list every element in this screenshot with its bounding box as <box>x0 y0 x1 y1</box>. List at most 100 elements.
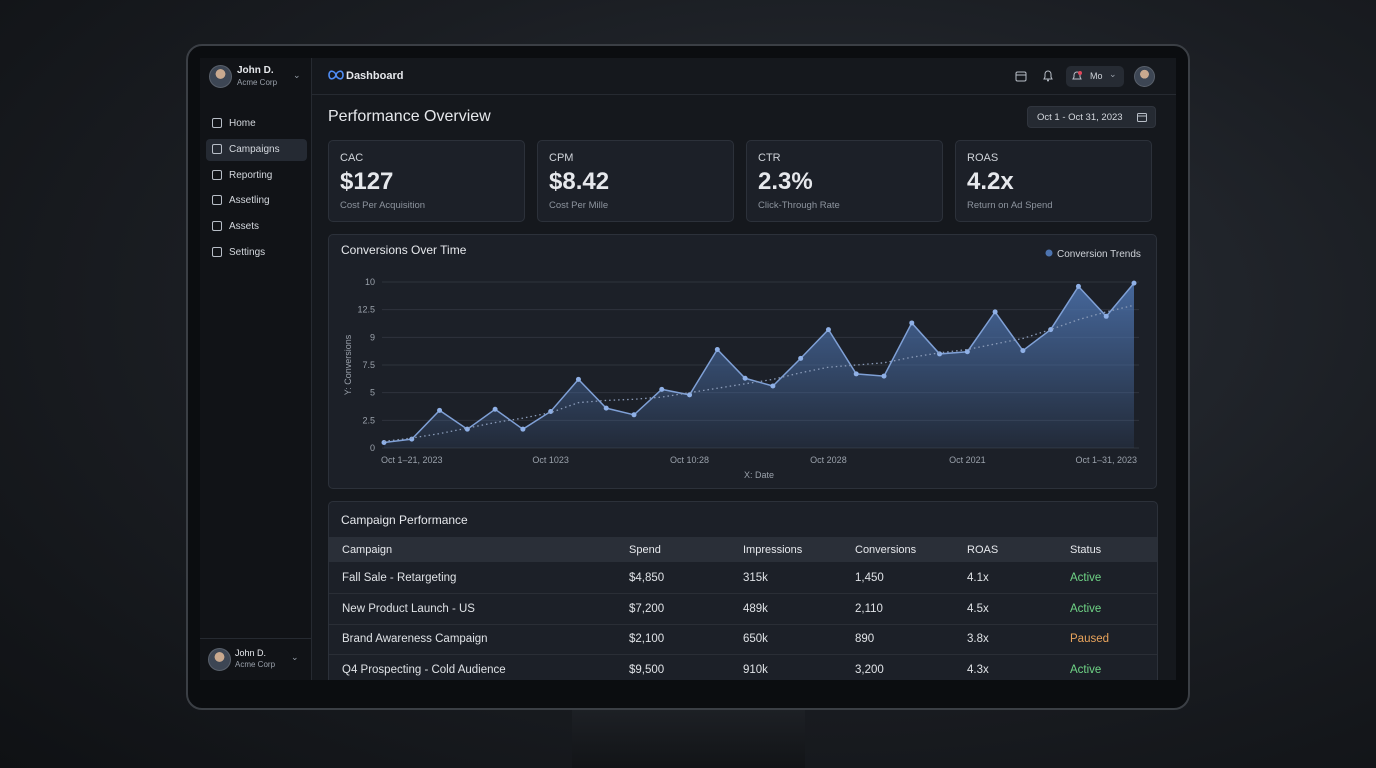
column-header: ROAS <box>967 544 999 556</box>
nav-label: Assets <box>229 221 260 233</box>
kpi-card: ROAS 4.2x Return on Ad Spend <box>955 140 1152 222</box>
chart-title: Conversions Over Time <box>341 243 467 257</box>
status: Active <box>1070 602 1102 615</box>
kpi-caption: Click-Through Rate <box>758 200 840 211</box>
avatar[interactable] <box>1134 66 1155 87</box>
point <box>1131 280 1137 286</box>
cell: $4,850 <box>629 572 665 584</box>
point <box>659 386 665 392</box>
area <box>384 283 1134 448</box>
cell: 2,110 <box>855 602 883 615</box>
column-header: Campaign <box>342 544 393 556</box>
x-tick-label: Oct 2021 <box>949 455 986 465</box>
y-tick-label: 2.5 <box>362 415 375 425</box>
kpi-caption: Return on Ad Spend <box>967 200 1053 211</box>
nav-label: Home <box>229 118 256 129</box>
table-card: Campaign Performance Campaign Spend Impres… <box>328 501 1158 680</box>
cell: Brand Awareness Campaign <box>342 633 488 645</box>
user-menu[interactable]: Mo ⌄ <box>1066 66 1124 87</box>
nav-item[interactable]: Assets <box>206 216 307 238</box>
cell: $9,500 <box>629 663 665 676</box>
date-range: Oct 1 - Oct 31, 2023 <box>1037 112 1123 123</box>
row-divider <box>329 654 1157 655</box>
status: Active <box>1070 572 1102 584</box>
point <box>520 426 526 432</box>
table-title: Campaign Performance <box>341 513 468 527</box>
avatar[interactable] <box>208 648 231 671</box>
cell: 650k <box>743 633 768 645</box>
kpi-card: CPM $8.42 Cost Per Mille <box>537 140 734 222</box>
table-header-row <box>329 537 1157 562</box>
status: Paused <box>1070 633 1110 645</box>
y-axis-label: Y: Conversions <box>343 334 353 395</box>
point <box>909 320 915 326</box>
nav-icon <box>212 118 222 128</box>
x-axis-label: X: Date <box>744 470 774 480</box>
kpi-label: CTR <box>758 152 781 164</box>
x-tick-label: Oct 10:28 <box>670 455 709 465</box>
cell: 4.1x <box>967 572 989 584</box>
sidebar: John D. Acme Corp ⌄ John D. Acme Corp ⌄ … <box>200 58 312 680</box>
nav-icon <box>212 195 222 206</box>
avatar[interactable] <box>209 65 232 88</box>
top-bar: Dashboard Mo ⌄ <box>312 58 1176 95</box>
user-name: John D. <box>235 648 267 658</box>
y-tick-label: 5 <box>370 388 375 398</box>
calendar-icon[interactable] <box>1015 70 1027 82</box>
column-header: Spend <box>629 544 661 556</box>
table: Campaign Spend Impressions Conversions ROAS S… <box>329 537 1157 680</box>
point <box>631 412 637 418</box>
point <box>1048 327 1054 333</box>
logo <box>328 70 344 80</box>
chevron[interactable]: ⌄ <box>293 70 301 80</box>
y-tick-label: 12.5 <box>357 305 375 315</box>
kpi-label: CPM <box>549 152 574 164</box>
point <box>603 405 609 411</box>
cell: 4.5x <box>967 602 989 615</box>
screen: John D. Acme Corp ⌄ John D. Acme Corp ⌄ … <box>200 58 1176 680</box>
nav-item[interactable]: Settings <box>206 242 307 264</box>
y-tick-label: 9 <box>370 332 375 342</box>
user-company: Acme Corp <box>237 78 278 87</box>
nav-item[interactable]: Assetling <box>206 190 307 212</box>
app-title: Dashboard <box>346 70 404 82</box>
kpi-value: $127 <box>340 168 394 195</box>
cell: 1,450 <box>855 572 884 584</box>
cell: 489k <box>743 602 768 615</box>
nav-label: Campaigns <box>229 143 280 155</box>
point <box>770 383 776 389</box>
date-picker[interactable]: Oct 1 - Oct 31, 2023 <box>1027 106 1156 128</box>
kpi-value: 2.3% <box>758 168 813 195</box>
kpi-card: CAC $127 Cost Per Acquisition <box>328 140 525 222</box>
column-header: Impressions <box>743 544 803 556</box>
y-tick-label: 10 <box>365 277 375 287</box>
cell: 4.3x <box>967 663 989 676</box>
status: Active <box>1070 663 1102 676</box>
cell: $7,200 <box>629 602 665 615</box>
cell: Q4 Prospecting - Cold Audience <box>342 663 506 676</box>
point <box>992 309 998 315</box>
point <box>881 373 887 379</box>
column-header: Status <box>1070 544 1102 556</box>
kpi-value: $8.42 <box>549 168 610 195</box>
cell: 315k <box>743 572 768 584</box>
nav-item[interactable]: Home <box>206 113 307 135</box>
chart-card: Conversions Over Time Conversion Trends Y:… <box>328 234 1157 489</box>
point <box>492 406 498 412</box>
kpi-label: ROAS <box>967 152 999 164</box>
user-menu-label: Mo <box>1090 71 1103 81</box>
nav-item[interactable]: Reporting <box>206 165 307 187</box>
bell-icon[interactable] <box>1042 69 1054 82</box>
point <box>409 436 415 442</box>
legend-label: Conversion Trends <box>1057 249 1141 260</box>
chart: Conversions Over Time Conversion Trends Y:… <box>341 243 1141 480</box>
cell: 3.8x <box>967 633 989 645</box>
monitor-stand <box>572 710 805 768</box>
nav-label: Reporting <box>229 169 273 181</box>
nav-item[interactable]: Campaigns <box>206 138 307 161</box>
nav-icon <box>212 143 222 154</box>
chevron[interactable]: ⌄ <box>291 652 299 662</box>
kpi-card: CTR 2.3% Click-Through Rate <box>746 140 943 222</box>
point <box>798 355 804 361</box>
